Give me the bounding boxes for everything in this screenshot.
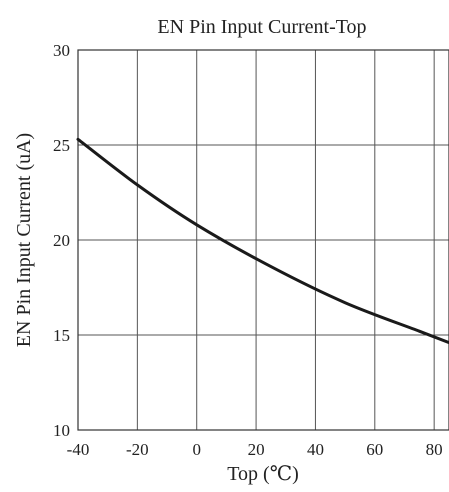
y-tick-label-3: 25 [53,136,70,155]
y-tick-label-4: 30 [53,41,70,60]
tick-labels: -40 -20 0 20 40 60 80 10 15 20 25 30 [53,41,443,459]
x-tick-label-0: -40 [67,440,90,459]
chart-title: EN Pin Input Current-Top [157,16,366,38]
x-tick-label-3: 20 [248,440,265,459]
grid [78,50,449,430]
x-tick-label-5: 60 [366,440,383,459]
series-line-0 [76,137,449,345]
y-tick-label-1: 15 [53,326,70,345]
x-tick-label-4: 40 [307,440,324,459]
x-axis-label: Top (℃) [227,463,299,485]
y-tick-label-0: 10 [53,421,70,440]
y-axis-label: EN Pin Input Current (uA) [13,133,35,347]
series-layer [76,137,449,345]
x-tick-label-6: 80 [426,440,443,459]
y-tick-label-2: 20 [53,231,70,250]
x-tick-label-2: 0 [192,440,201,459]
plot-frame [77,49,449,431]
x-tick-label-1: -20 [126,440,149,459]
